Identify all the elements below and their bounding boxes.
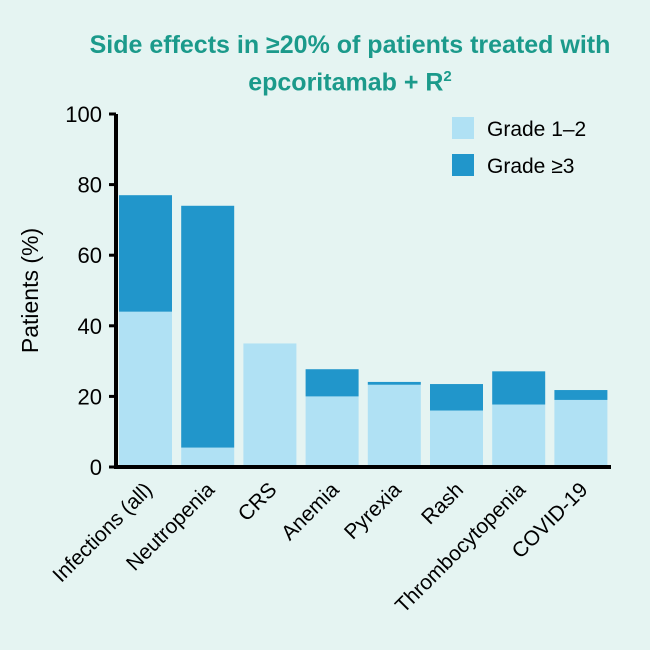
bar-grade-1-2 [430, 410, 483, 467]
x-tick-label: CRS [234, 478, 282, 526]
bar-grade-3-plus [181, 205, 235, 448]
bar-grade-3-plus [367, 381, 421, 385]
y-tick-label: 80 [78, 173, 102, 198]
chart-title-text: Side effects in ≥20% of patients treated… [89, 31, 611, 97]
bar-grade-3-plus [430, 384, 483, 411]
y-tick-label: 20 [78, 384, 102, 409]
bar-grade-1-2 [492, 404, 546, 467]
bar-grade-3-plus [305, 369, 359, 397]
legend-swatch [452, 154, 474, 176]
y-tick-label: 0 [90, 455, 102, 480]
bar-grade-3-plus [554, 390, 608, 400]
y-tick-label: 100 [65, 102, 102, 127]
bar-grade-1-2 [181, 447, 235, 467]
bar-grade-1-2 [119, 311, 172, 467]
bar-grade-1-2 [367, 384, 421, 467]
bar-grade-3-plus [492, 371, 546, 405]
bar-grade-1-2 [305, 396, 359, 467]
chart-title-superscript: 2 [443, 68, 452, 85]
legend-swatch [452, 117, 474, 139]
y-axis-label: Patients (%) [17, 228, 43, 353]
x-tick-label: Anemia [277, 478, 344, 545]
legend-label: Grade 1–2 [487, 118, 586, 141]
y-tick-label: 40 [78, 314, 102, 339]
x-tick-label: Pyrexia [340, 478, 406, 544]
bar-grade-1-2 [243, 343, 297, 467]
x-tick-label: Rash [417, 478, 468, 529]
chart-title: Side effects in ≥20% of patients treated… [60, 30, 640, 98]
legend-label: Grade ≥3 [487, 155, 574, 178]
bar-grade-1-2 [554, 399, 608, 467]
bar-grade-3-plus [119, 195, 172, 312]
y-tick-label: 60 [78, 243, 102, 268]
